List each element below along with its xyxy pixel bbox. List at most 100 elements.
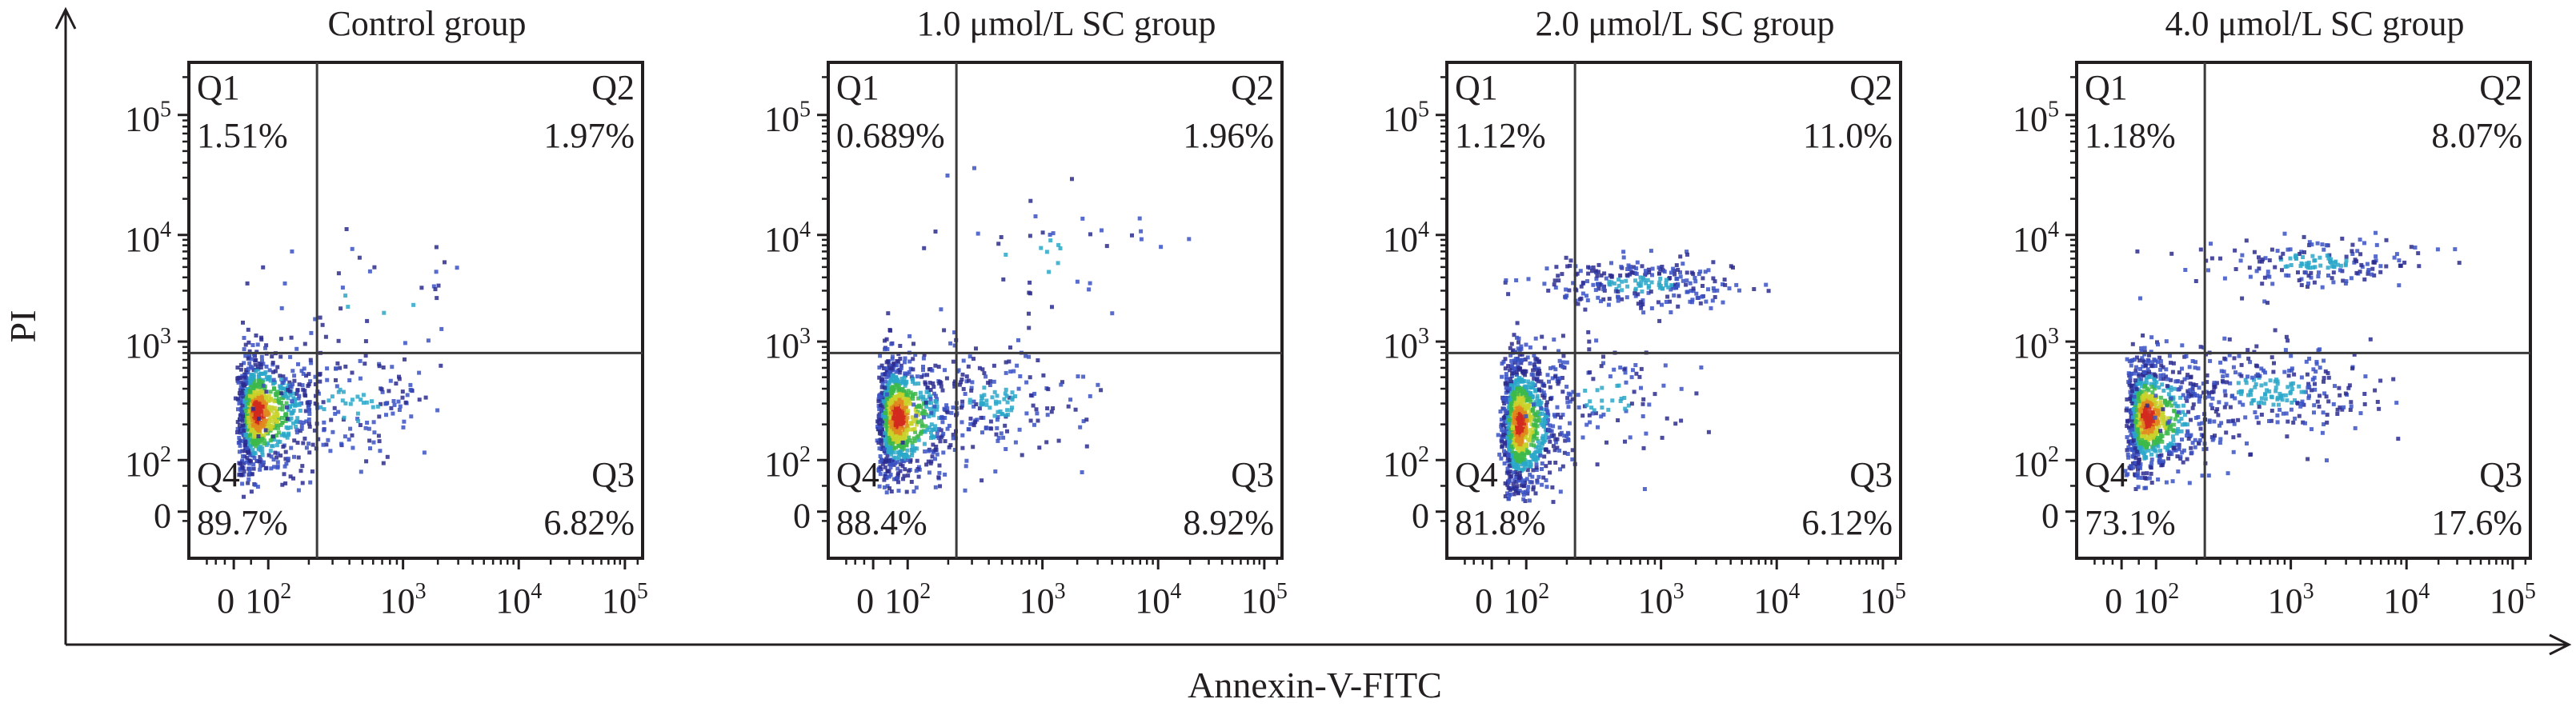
data-point xyxy=(296,396,301,401)
data-point xyxy=(894,369,899,374)
data-point xyxy=(1616,418,1621,422)
data-point xyxy=(1633,291,1637,296)
data-point xyxy=(1514,434,1519,439)
data-point xyxy=(986,381,991,385)
data-point xyxy=(974,402,979,406)
data-point xyxy=(351,445,355,450)
data-point xyxy=(280,407,285,412)
data-point xyxy=(1531,485,1536,489)
data-point xyxy=(1619,265,1624,270)
data-point xyxy=(923,397,928,402)
data-point xyxy=(1028,418,1033,423)
data-point xyxy=(1548,470,1552,475)
data-point xyxy=(2136,475,2141,480)
data-point xyxy=(397,408,402,412)
data-point xyxy=(370,399,374,404)
data-point xyxy=(1139,237,1144,242)
data-point xyxy=(2210,406,2215,410)
data-point xyxy=(2130,401,2135,405)
data-point xyxy=(911,449,916,453)
data-point xyxy=(938,484,942,489)
data-point xyxy=(2165,377,2170,381)
data-point xyxy=(1544,434,1548,439)
data-point xyxy=(331,429,335,434)
data-point xyxy=(240,373,245,378)
data-point xyxy=(1540,393,1545,397)
data-point xyxy=(1640,264,1645,269)
data-point xyxy=(1496,433,1500,437)
data-point xyxy=(952,384,957,389)
data-point xyxy=(2149,452,2153,457)
data-point xyxy=(286,387,290,392)
data-point xyxy=(237,449,242,454)
data-point xyxy=(298,420,302,425)
data-point xyxy=(1624,409,1629,413)
data-point xyxy=(1017,427,1022,432)
data-point xyxy=(2197,437,2202,442)
data-point xyxy=(1544,400,1549,405)
data-point xyxy=(1560,272,1564,277)
data-point xyxy=(1527,498,1532,503)
data-point xyxy=(408,387,413,392)
data-point xyxy=(1508,390,1513,395)
data-point xyxy=(297,393,302,398)
quadrant-name: Q2 xyxy=(591,68,635,107)
data-point xyxy=(2291,420,2296,425)
data-point xyxy=(2170,434,2175,439)
data-point xyxy=(1032,422,1036,427)
data-point xyxy=(302,393,307,397)
data-point xyxy=(1606,407,1611,412)
data-point xyxy=(933,485,938,489)
data-point xyxy=(256,392,261,396)
data-point xyxy=(1542,395,1547,400)
data-point xyxy=(933,393,938,398)
data-point xyxy=(1504,278,1508,282)
data-point xyxy=(2222,405,2227,409)
data-point xyxy=(1508,474,1512,479)
data-point xyxy=(1560,413,1565,417)
data-point xyxy=(884,458,889,463)
data-point xyxy=(1685,290,1690,294)
data-point xyxy=(1187,237,1192,242)
data-point xyxy=(2140,434,2145,438)
data-point xyxy=(883,347,887,352)
data-point xyxy=(895,460,899,465)
data-point xyxy=(2273,328,2278,333)
data-point xyxy=(361,401,366,405)
data-point xyxy=(2131,461,2135,465)
data-point xyxy=(1557,425,1562,430)
data-point xyxy=(274,409,279,414)
data-point xyxy=(898,462,903,467)
data-point xyxy=(1536,456,1540,461)
data-point xyxy=(242,428,246,433)
data-point xyxy=(1585,279,1589,284)
data-point xyxy=(903,405,907,409)
data-point xyxy=(2275,397,2280,401)
data-point xyxy=(2185,389,2190,393)
data-point xyxy=(1049,409,1054,414)
data-point xyxy=(2142,485,2147,490)
data-point xyxy=(2132,371,2137,376)
data-point xyxy=(2231,418,2236,423)
data-point xyxy=(1656,300,1661,305)
data-point xyxy=(2131,438,2136,443)
data-point xyxy=(910,444,915,449)
data-point xyxy=(914,469,919,473)
data-point xyxy=(1533,336,1538,341)
data-point xyxy=(875,419,880,424)
data-point xyxy=(1520,386,1525,391)
data-point xyxy=(1513,489,1518,493)
data-point xyxy=(2159,453,2164,457)
data-point xyxy=(2133,369,2138,373)
data-point xyxy=(2128,410,2133,415)
data-point xyxy=(2143,449,2148,453)
data-point xyxy=(952,343,957,348)
data-point xyxy=(2210,396,2215,401)
data-point xyxy=(1553,286,1558,290)
data-point xyxy=(947,445,951,449)
data-point xyxy=(1514,278,1519,282)
data-point xyxy=(1501,423,1505,428)
data-point xyxy=(878,454,883,458)
data-point xyxy=(1516,365,1521,370)
data-point xyxy=(1556,278,1561,283)
